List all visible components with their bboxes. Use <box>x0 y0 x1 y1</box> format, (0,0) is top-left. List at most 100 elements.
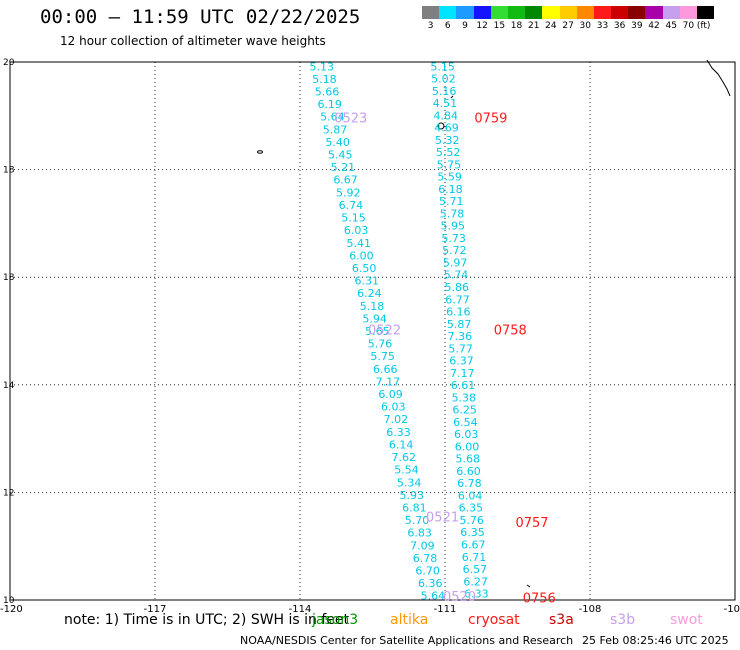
pass-number-label: 0521 <box>426 511 459 526</box>
pass-number-label: 0758 <box>494 323 527 338</box>
colorbar-bin: 45 <box>662 6 680 31</box>
wave-height-label: 5.52 <box>436 146 461 159</box>
wave-height-label: 5.13 <box>310 60 335 73</box>
colorbar-swatch <box>525 6 543 19</box>
pass-number-label: 0756 <box>523 591 556 606</box>
wave-height-label: 6.67 <box>333 174 358 187</box>
wave-height-label: 5.97 <box>443 256 468 269</box>
wave-height-label: 7.17 <box>450 367 475 380</box>
wave-height-label: 6.03 <box>454 428 479 441</box>
colorbar-bin: 3 <box>422 6 440 31</box>
wave-height-label: 5.87 <box>447 318 472 331</box>
colorbar-swatch <box>456 6 474 19</box>
wave-height-label: 5.76 <box>459 514 484 527</box>
wave-height-label: 7.02 <box>384 413 409 426</box>
colorbar-unit-label: (ft) <box>696 21 711 31</box>
wave-height-label: 5.95 <box>441 220 466 233</box>
wave-height-label: 5.02 <box>431 73 456 86</box>
wave-height-label: 5.68 <box>456 453 481 466</box>
colorbar-swatch <box>559 6 577 19</box>
colorbar-label: 12 <box>476 21 488 31</box>
island-marker <box>437 122 445 130</box>
colorbar-label: 36 <box>613 21 626 31</box>
island-marker <box>257 150 263 154</box>
wave-height-label: 5.76 <box>368 338 393 351</box>
wave-height-label: 5.18 <box>312 73 337 86</box>
wave-height-label: 5.40 <box>325 136 350 149</box>
wave-height-label: 5.54 <box>394 464 419 477</box>
map-axes: -120 -117 -114 -111 -108 -10 20 18 18 14 12 10 <box>0 58 740 615</box>
wave-height-label: 7.62 <box>392 451 417 464</box>
colorbar-label: 3 <box>427 21 434 31</box>
wave-height-label: 6.70 <box>415 564 440 577</box>
colorbar-bin: 6 <box>439 6 457 31</box>
wave-height-label: 5.92 <box>336 186 361 199</box>
wave-height-label: 6.83 <box>407 527 432 540</box>
wave-height-label: 6.81 <box>402 501 427 514</box>
map-frame <box>9 61 736 601</box>
colorbar-bin: (ft) <box>696 6 715 31</box>
wave-height-label: 6.19 <box>317 98 342 111</box>
wave-height-labels: 5.135.185.666.195.645.875.405.455.216.67… <box>310 60 489 602</box>
wave-height-label: 6.74 <box>339 199 364 212</box>
legend-swot: swot <box>670 612 703 628</box>
latitude-tick-label: 12 <box>3 488 14 498</box>
latitude-tick-label: 18 <box>3 166 15 176</box>
wave-height-label: 5.16 <box>432 85 457 98</box>
colorbar-swatch <box>490 6 508 19</box>
colorbar-bin: 9 <box>456 6 474 31</box>
pass-labels: 0523 0522 0521 0520 0759 0758 0757 0756 <box>334 111 556 606</box>
longitude-tick-label: -111 <box>434 604 457 615</box>
colorbar-swatch <box>422 6 440 19</box>
wave-height-label: 7.36 <box>448 330 473 343</box>
footer-note: note: 1) Time is in UTC; 2) SWH is in fe… <box>64 612 350 628</box>
wave-height-label: 6.60 <box>456 465 481 478</box>
colorbar-bin: 30 <box>576 6 594 31</box>
wave-height-label: 6.66 <box>373 363 398 376</box>
wave-height-label: 7.17 <box>376 375 401 388</box>
wave-height-label: 6.04 <box>458 489 483 502</box>
colorbar-label: 18 <box>510 21 523 31</box>
wave-height-label: 5.34 <box>397 476 422 489</box>
wave-height-label: 5.15 <box>430 60 455 73</box>
wave-height-label: 4.51 <box>433 97 458 110</box>
coastline <box>257 59 731 588</box>
wave-height-label: 6.37 <box>449 355 474 368</box>
island-marker <box>526 584 531 588</box>
colorbar-swatch <box>593 6 612 19</box>
pass-number-label: 0759 <box>474 111 507 126</box>
colorbar-label: 21 <box>527 21 540 31</box>
colorbar-swatch <box>473 6 491 19</box>
wave-height-label: 6.24 <box>357 287 382 300</box>
wave-height-label: 5.77 <box>448 342 473 355</box>
colorbar-bin: 36 <box>611 6 629 31</box>
colorbar-label: 33 <box>596 21 609 31</box>
pass-number-label: 0520 <box>443 590 476 605</box>
longitude-tick-label: -10 <box>724 604 740 615</box>
legend-altika: altika <box>390 612 429 628</box>
wave-height-label: 6.57 <box>463 563 488 576</box>
wave-height-label: 5.73 <box>441 232 466 245</box>
wave-height-label: 6.27 <box>463 575 488 588</box>
colorbar-bin: 39 <box>628 6 646 31</box>
wave-height-label: 5.38 <box>452 391 477 404</box>
colorbar-bin: 27 <box>559 6 577 31</box>
pass-number-label: 0522 <box>368 323 401 338</box>
colorbar-bin: 42 <box>645 6 663 31</box>
colorbar-bin: 24 <box>542 6 560 31</box>
wave-height-label: 5.72 <box>442 244 467 257</box>
credit-line: NOAA/NESDIS Center for Satellite Applica… <box>240 634 574 647</box>
longitude-tick-label: -114 <box>289 604 312 615</box>
wave-height-label: 5.64 <box>320 111 345 124</box>
wave-height-label: 6.00 <box>455 440 480 453</box>
wave-height-label: 5.75 <box>437 158 462 171</box>
colorbar-label: 39 <box>631 21 643 31</box>
wave-height-label: 5.45 <box>328 149 353 162</box>
colorbar-label: 30 <box>579 21 591 31</box>
latitude-tick-label: 14 <box>3 381 15 391</box>
wave-height-label: 5.70 <box>405 514 430 527</box>
wave-height-label: 6.67 <box>461 538 486 551</box>
colorbar-swatch <box>611 6 629 19</box>
map-grid <box>9 61 736 601</box>
